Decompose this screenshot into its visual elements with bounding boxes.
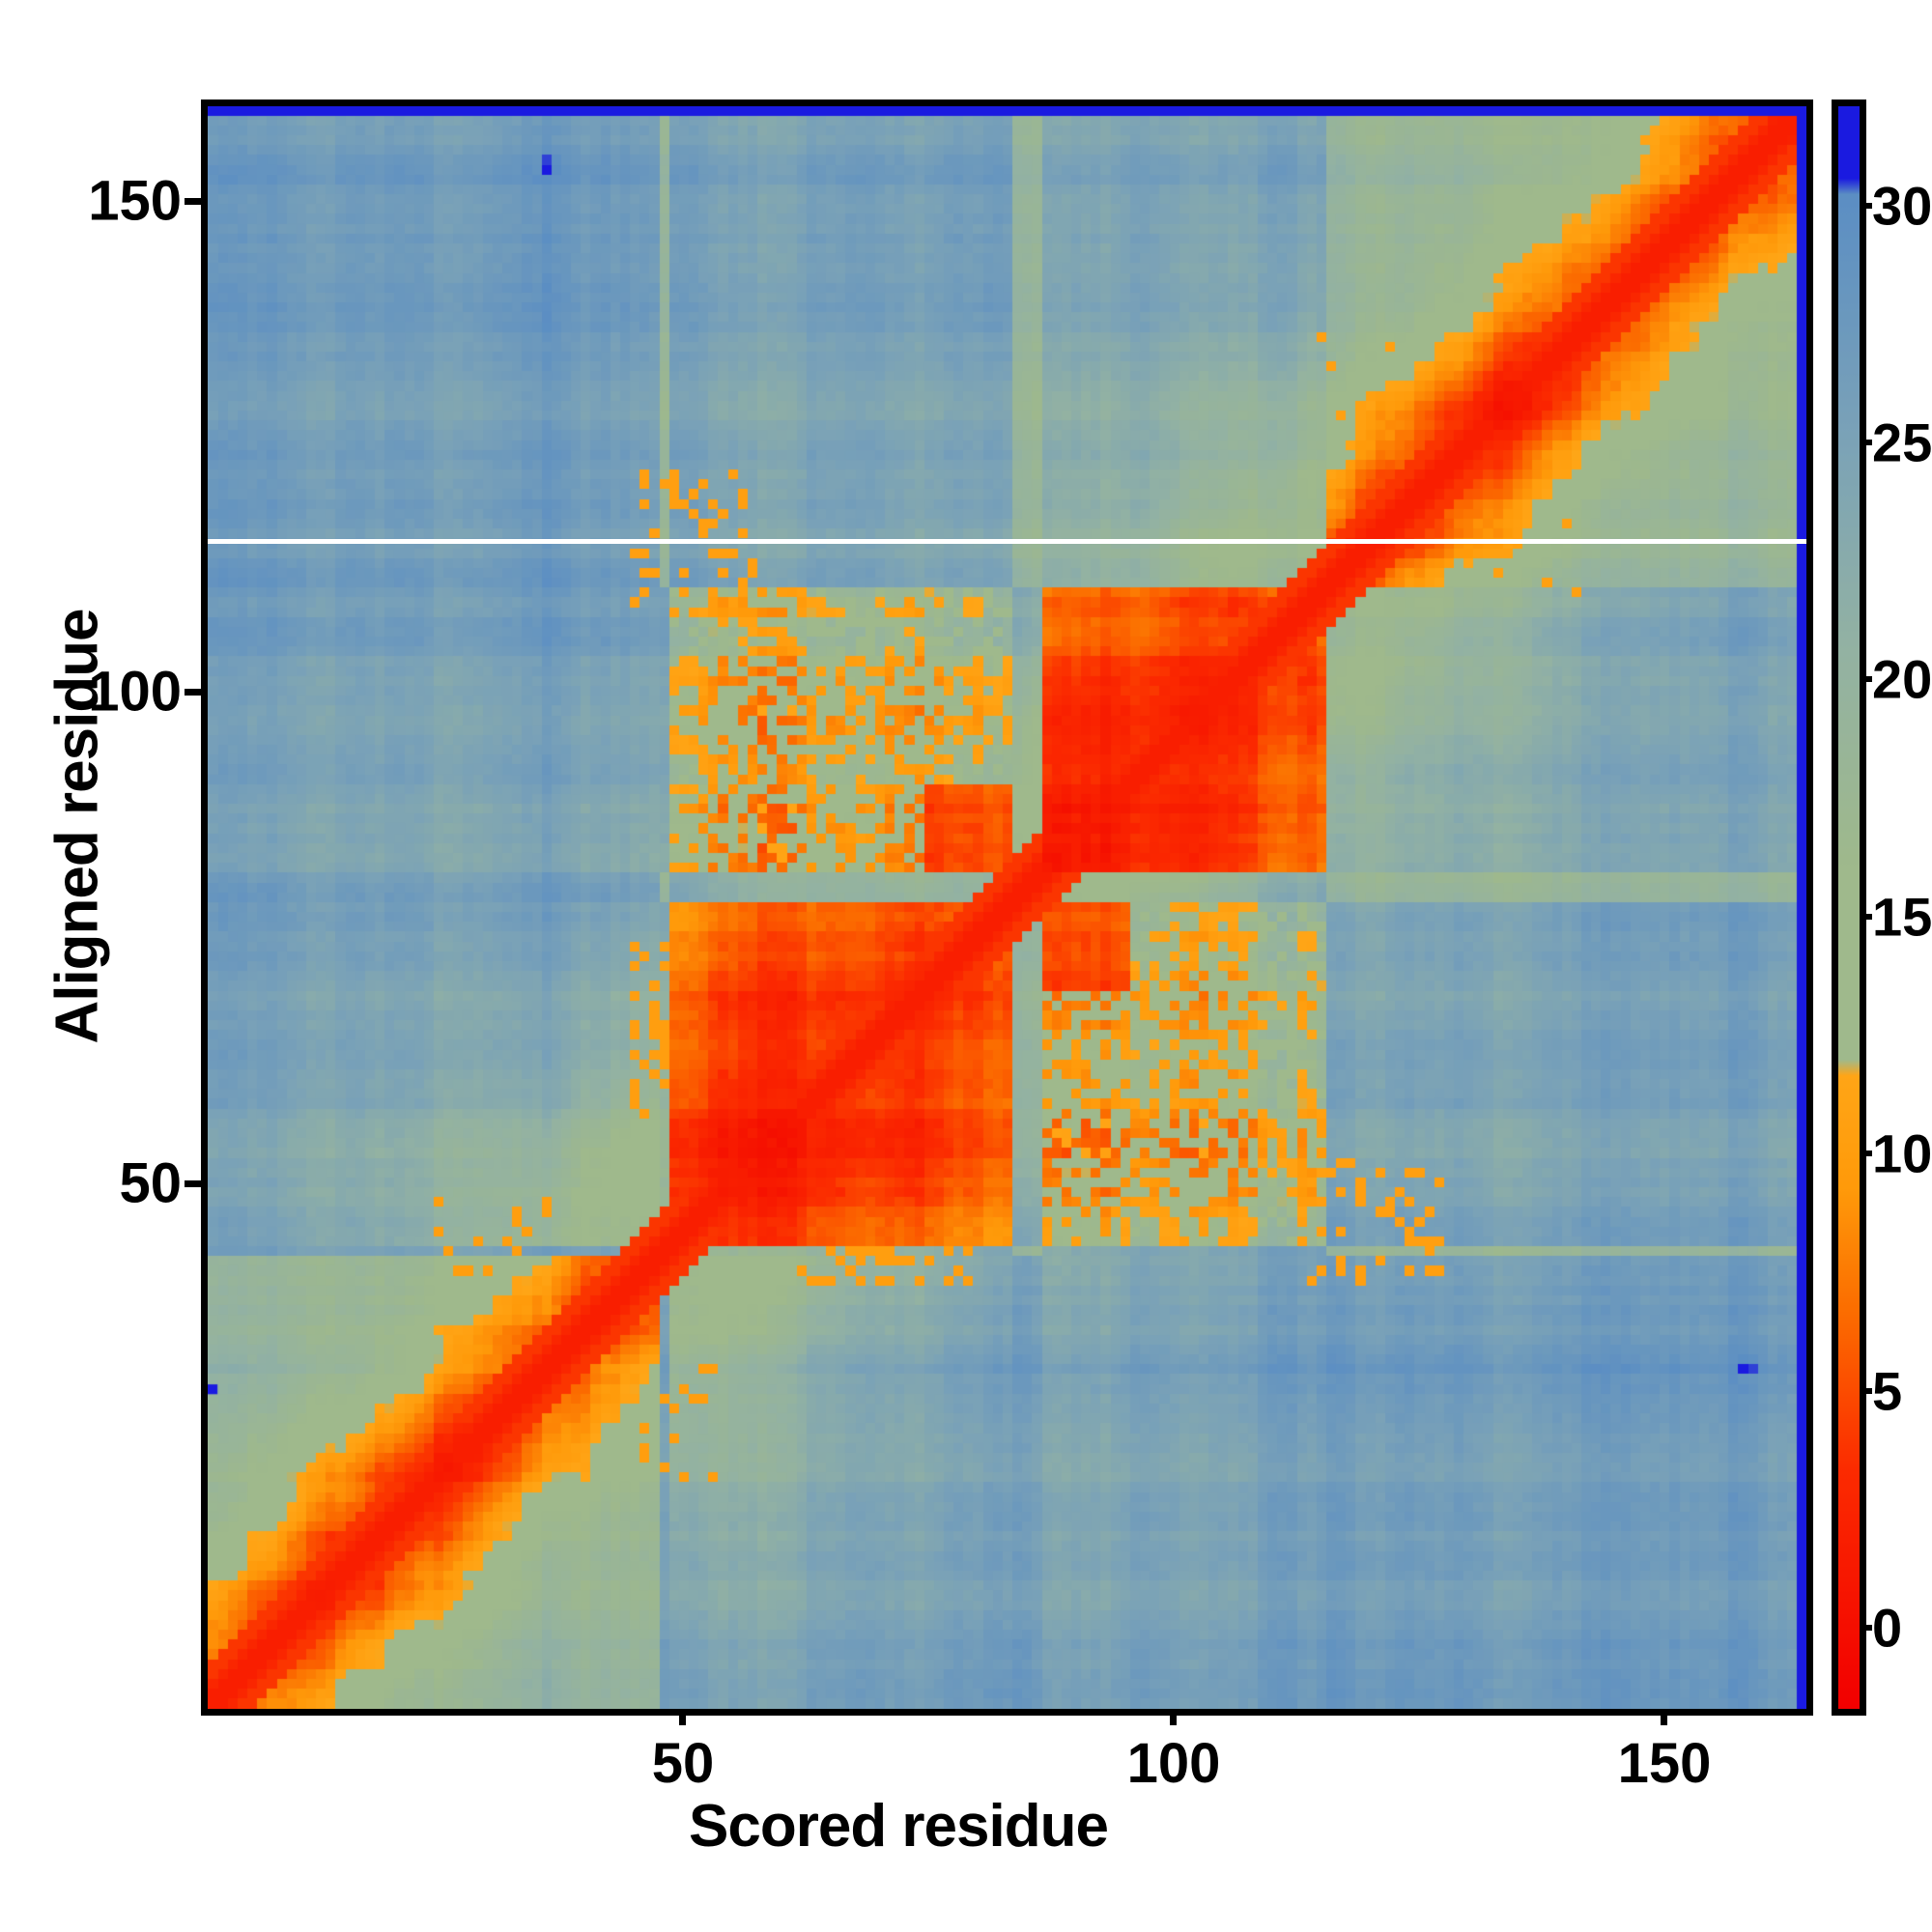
x-tick-label-100: 100 [1126, 1732, 1221, 1795]
masked-residue-row [208, 538, 1806, 544]
colorbar-tick-mark-15 [1860, 914, 1872, 920]
heatmap-canvas [208, 106, 1806, 1709]
y-tick-mark-150 [185, 198, 201, 205]
colorbar-tick-label-10: 10 [1872, 1122, 1932, 1184]
colorbar-tick-label-25: 25 [1872, 412, 1932, 473]
colorbar-tick-label-30: 30 [1872, 175, 1932, 237]
x-axis-title: Scored residue [0, 1792, 1932, 1861]
colorbar-tick-mark-25 [1860, 440, 1872, 445]
colorbar-tick-mark-20 [1860, 676, 1872, 682]
x-axis-title-text: Scored residue [689, 1793, 1109, 1860]
y-tick-label-150: 150 [88, 169, 182, 233]
y-tick-mark-100 [185, 689, 201, 696]
x-tick-label-50: 50 [651, 1732, 715, 1795]
colorbar-tick-mark-5 [1860, 1388, 1872, 1394]
y-axis-title: Aligned residue [43, 609, 111, 1044]
y-tick-label-50: 50 [119, 1151, 182, 1215]
heatmap-plot-area [201, 99, 1813, 1716]
y-tick-mark-50 [185, 1180, 201, 1187]
colorbar-tick-label-15: 15 [1872, 886, 1932, 948]
colorbar-tick-mark-30 [1860, 203, 1872, 209]
x-tick-mark-150 [1661, 1709, 1667, 1725]
colorbar-tick-label-0: 0 [1872, 1597, 1903, 1659]
colorbar-gradient [1838, 106, 1860, 1709]
x-tick-label-150: 150 [1617, 1732, 1712, 1795]
colorbar-tick-label-5: 5 [1872, 1360, 1903, 1422]
colorbar-tick-label-20: 20 [1872, 648, 1932, 710]
colorbar-tick-mark-10 [1860, 1151, 1872, 1156]
x-tick-mark-100 [1170, 1709, 1177, 1725]
y-tick-label-100: 100 [88, 660, 182, 724]
colorbar-tick-mark-0 [1860, 1625, 1872, 1631]
colorbar [1832, 99, 1866, 1716]
x-tick-mark-50 [679, 1709, 686, 1725]
